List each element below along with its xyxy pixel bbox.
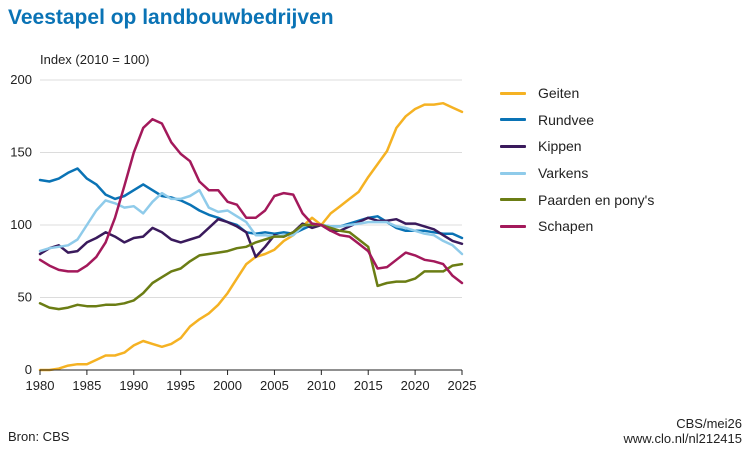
gridlines [40,79,462,298]
legend-swatch [500,224,526,228]
legend-swatch [500,144,526,148]
source-note: Bron: CBS [8,429,70,444]
legend-item-varkens: Varkens [500,160,654,187]
y-tick-label: 100 [10,217,32,232]
legend-swatch [500,171,526,175]
y-tick-label: 0 [25,362,32,377]
legend-item-kippen: Kippen [500,133,654,160]
legend-swatch [500,91,526,95]
legend-label: Geiten [538,85,580,102]
credit-line-1: CBS/mei26 [676,416,742,431]
x-tick-label: 2025 [448,378,477,393]
x-tick-label: 1995 [166,378,195,393]
legend-item-rundvee: Rundvee [500,107,654,134]
y-tick-label: 150 [10,145,32,160]
series-line-kippen [38,216,464,259]
x-tick-label: 2015 [354,378,383,393]
x-tick-label: 2020 [401,378,430,393]
legend-label: Paarden en pony's [538,191,655,208]
legend-item-geiten: Geiten [500,80,654,107]
y-tick-label: 200 [10,72,32,87]
legend-label: Rundvee [538,111,595,128]
x-tick-label: 1980 [26,378,55,393]
series-line-varkens [38,188,464,256]
x-tick-label: 2010 [307,378,336,393]
series-lines [38,101,464,372]
chart-title: Veestapel op landbouwbedrijven [8,6,334,29]
y-axis-label: Index (2010 = 100) [40,52,150,67]
x-tick-label: 1985 [72,378,101,393]
credit-note: CBS/mei26 www.clo.nl/nl212415 [623,416,742,446]
legend-item-schapen: Schapen [500,213,654,240]
credit-line-2: www.clo.nl/nl212415 [623,431,742,446]
legend-item-paarden-en-pony-s: Paarden en pony's [500,186,654,213]
x-tick-label: 2005 [260,378,289,393]
legend-label: Schapen [538,218,594,235]
series-line-schapen [38,117,464,285]
x-tick-label: 1990 [119,378,148,393]
legend: Geiten Rundvee Kippen Varkens Paarden en pon… [500,80,654,240]
legend-label: Varkens [538,165,589,182]
series-line-geiten [38,101,464,372]
axes: 0 50 100 150 200 1980 1985 1990 1995 2000 2005 2010… [10,72,476,393]
x-tick-label: 2000 [213,378,242,393]
legend-swatch [500,198,526,202]
series-line-paarden-en-pony-s [38,223,464,311]
y-tick-label: 50 [18,290,32,305]
legend-label: Kippen [538,138,582,155]
legend-swatch [500,118,526,122]
